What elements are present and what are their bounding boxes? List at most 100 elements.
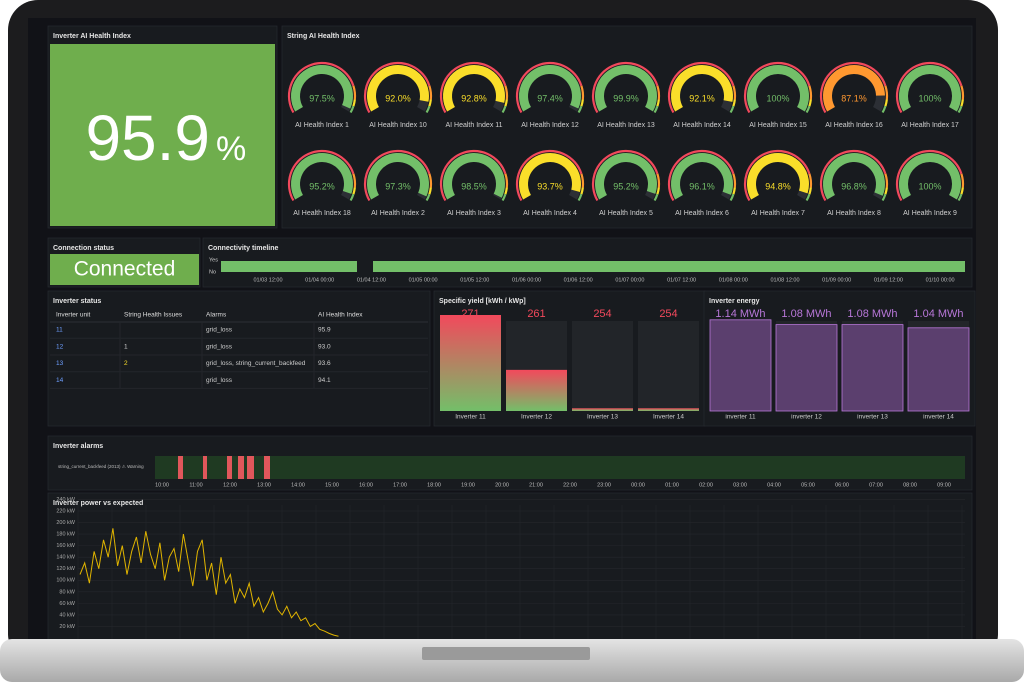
- x-tick-label: 10:00: [155, 482, 169, 488]
- x-tick-label: 12:00: [223, 482, 237, 488]
- table-cell: 1: [124, 343, 128, 350]
- threshold-ring: [881, 105, 887, 114]
- threshold-ring: [428, 173, 433, 188]
- value-label: 1.08 MWh: [847, 308, 897, 320]
- y-tick-label: 100 kW: [56, 578, 75, 584]
- x-tick-label: 18:00: [427, 482, 441, 488]
- threshold-ring: [504, 173, 509, 188]
- threshold-ring: [808, 187, 812, 195]
- y-tick-label: 120 kW: [56, 566, 75, 572]
- threshold-ring: [656, 187, 660, 195]
- panel-title: Inverter AI Health Index: [53, 33, 131, 40]
- x-tick-label: 07:00: [869, 482, 883, 488]
- panel: [281, 25, 973, 229]
- stat-value: 95.9: [85, 102, 210, 174]
- threshold-ring: [884, 85, 889, 100]
- gauge-name: AI Health Index 11: [445, 122, 502, 129]
- gauge-value: [595, 65, 657, 112]
- threshold-ring: [352, 187, 356, 195]
- threshold-ring: [501, 105, 507, 114]
- table-cell: 93.0: [318, 343, 331, 350]
- threshold-ring: [287, 61, 355, 114]
- threshold-ring: [425, 193, 431, 202]
- value-label: 261: [527, 308, 545, 320]
- x-tick-label: 05:00: [801, 482, 815, 488]
- table-cell: grid_loss: [206, 343, 233, 350]
- x-tick-label: 16:00: [359, 482, 373, 488]
- panel-title: Inverter alarms: [53, 443, 103, 450]
- threshold-ring: [352, 173, 357, 188]
- threshold-ring: [428, 187, 432, 195]
- panel-title: Inverter energy: [709, 298, 760, 305]
- threshold-ring: [363, 61, 431, 114]
- gauge-value: [595, 153, 657, 200]
- threshold-ring: [656, 99, 660, 107]
- state-track: [155, 456, 965, 479]
- threshold-ring: [884, 187, 888, 195]
- table-cell: 13: [56, 360, 64, 367]
- threshold-ring: [732, 85, 737, 100]
- column-header: String Health Issues: [124, 312, 183, 319]
- threshold-ring: [439, 149, 507, 202]
- x-tick-label: 01/09 00:00: [822, 277, 851, 283]
- threshold-ring: [439, 61, 507, 114]
- threshold-ring: [729, 193, 735, 202]
- bar-background: [638, 321, 699, 411]
- y-tick-label: 20 kW: [59, 624, 75, 630]
- gauge-name: AI Health Index 12: [521, 122, 579, 129]
- gauge-label: 95.2%: [613, 181, 639, 191]
- y-tick-label: 200 kW: [56, 520, 75, 526]
- status-background: [50, 254, 199, 285]
- gauge-value: [443, 65, 505, 112]
- table-cell: 93.6: [318, 360, 331, 367]
- state-segment: [373, 261, 965, 272]
- gauge-value: [823, 65, 885, 112]
- gauge-name: AI Health Index 13: [597, 122, 655, 129]
- alarm-segment: [247, 456, 254, 479]
- alarm-segment: [238, 456, 244, 479]
- column-header: Inverter unit: [56, 312, 91, 319]
- x-tick-label: 08:00: [903, 482, 917, 488]
- laptop-base: [0, 639, 1024, 682]
- x-tick-label: 06:00: [835, 482, 849, 488]
- panel-title: Connection status: [53, 245, 114, 252]
- threshold-ring: [805, 105, 811, 114]
- y-tick-label: 240 kW: [56, 497, 75, 503]
- threshold-ring: [656, 85, 661, 100]
- threshold-ring: [957, 105, 963, 114]
- threshold-ring: [653, 105, 659, 114]
- threshold-ring: [960, 187, 964, 195]
- bar: [841, 324, 904, 412]
- gauge-label: 92.8%: [461, 93, 487, 103]
- gauge-value: [291, 153, 353, 200]
- threshold-ring: [884, 173, 889, 188]
- gauge-value: [519, 65, 581, 112]
- panel-title: Inverter power vs expected: [53, 500, 143, 507]
- x-tick-label: 15:00: [325, 482, 339, 488]
- panel: [47, 290, 431, 427]
- x-tick-label: 22:00: [563, 482, 577, 488]
- gauge-label: 98.5%: [461, 181, 487, 191]
- x-tick-label: inverter 13: [857, 414, 888, 421]
- threshold-ring: [577, 105, 583, 114]
- gauge-value: [443, 153, 505, 200]
- y-tick-label: 220 kW: [56, 508, 75, 514]
- bar: [572, 408, 633, 411]
- x-tick-label: 01/09 12:00: [874, 277, 903, 283]
- x-tick-label: 01/03 12:00: [253, 277, 282, 283]
- gauge-value: [367, 153, 429, 200]
- bar-background: [572, 321, 633, 411]
- x-tick-label: 03:00: [733, 482, 747, 488]
- threshold-ring: [349, 105, 355, 114]
- y-tick-label: 80 kW: [59, 589, 75, 595]
- threshold-ring: [808, 99, 812, 107]
- alarm-segment: [178, 456, 183, 479]
- threshold-ring: [352, 99, 356, 107]
- value-label: 1.14 MWh: [715, 308, 765, 320]
- panel: [47, 492, 973, 654]
- threshold-ring: [808, 173, 813, 188]
- column-header: Alarms: [206, 312, 227, 319]
- threshold-ring: [808, 85, 813, 100]
- x-tick-label: 13:00: [257, 482, 271, 488]
